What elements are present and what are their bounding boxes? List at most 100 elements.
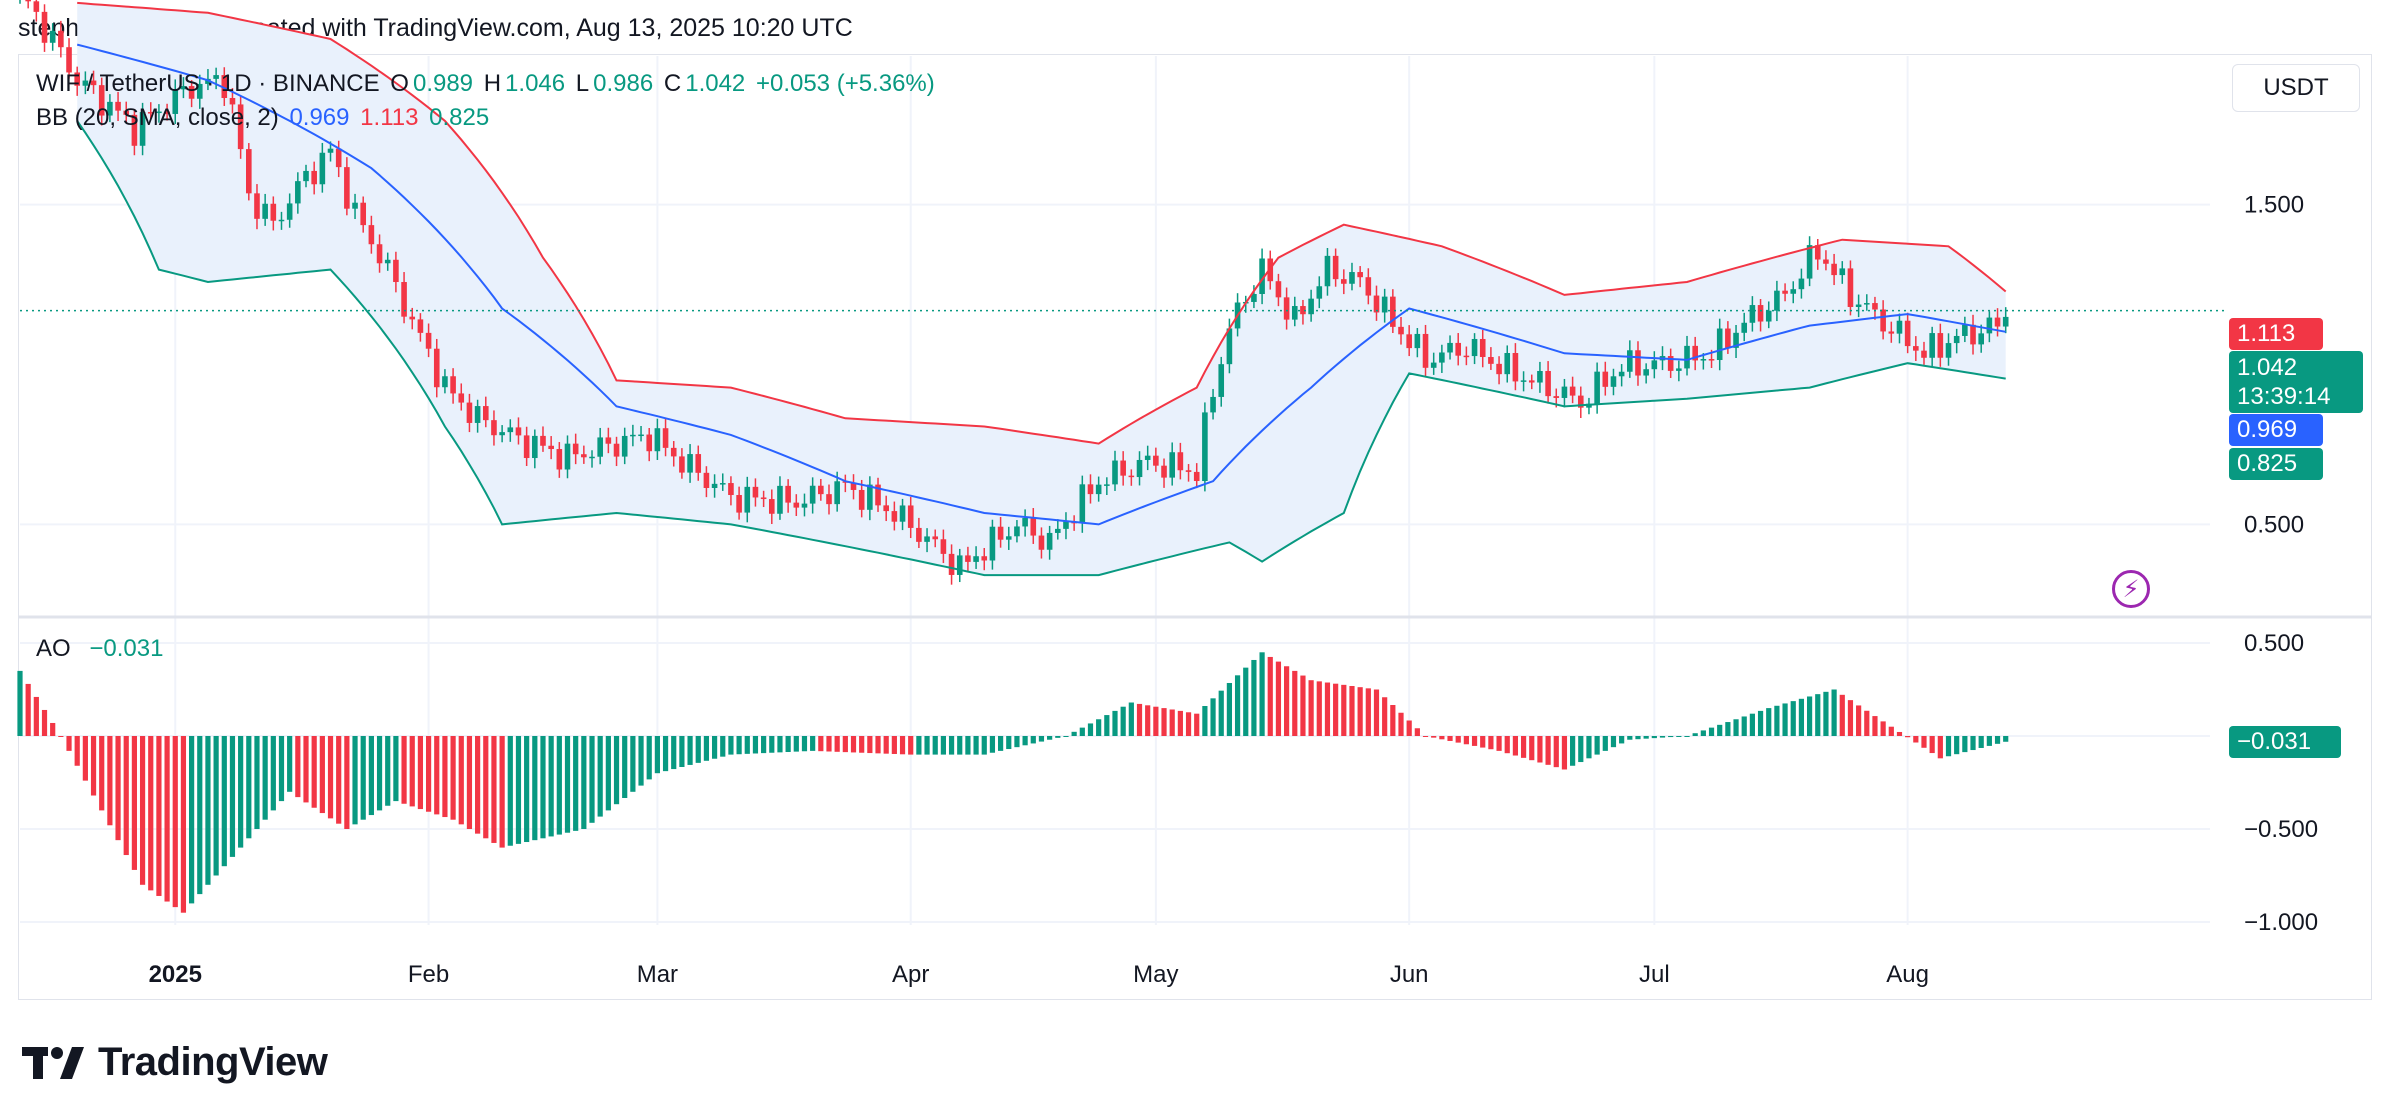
candle-body [1921,350,1927,358]
ao-bar [630,736,636,792]
bb-label[interactable]: BB (20, SMA, close, 2) [36,104,279,131]
bb-lower-price-tag: 0.825 [2229,448,2323,480]
time-tick-label-5: Jun [1390,961,1429,988]
candle-body [1561,386,1568,398]
candle-body [1300,306,1306,315]
ao-bar [278,736,285,802]
ao-bar [360,736,366,820]
candle-body [1496,363,1502,375]
ao-bar [581,736,587,829]
candle-body [433,348,440,388]
ao-bar [1406,720,1412,736]
candle-body [1774,290,1780,311]
ao-bar [1504,736,1510,754]
ao-bar [1030,736,1036,744]
ao-bar [327,736,334,819]
ao-bar [213,736,219,876]
candle-body [1054,528,1061,533]
last-price: 1.042 [2237,354,2298,381]
ao-bar [1488,736,1494,750]
bb-band-fill [77,2,2006,576]
ao-bar [1333,683,1339,736]
candle-body [793,502,800,508]
ao-bar [1382,697,1388,736]
ao-bar [1668,736,1674,738]
symbol-title[interactable]: WIF / TetherUS · 1D · BINANCE [36,70,380,97]
ao-bar [891,736,897,754]
ao-bar [769,736,775,753]
bb-upper-line [77,1,2007,445]
candle-body [98,85,105,116]
candle-body [875,484,881,506]
candle-body [703,472,710,488]
candle-body [474,406,481,423]
candle-body [1806,245,1813,279]
candle-body [1888,331,1895,334]
candle-body [1855,304,1862,307]
ao-bar [1471,736,1478,746]
candle-body [1749,305,1756,323]
candle-body [1332,255,1339,280]
ao-bar [1006,736,1012,750]
ao-bar [761,736,767,754]
price-tick-label-0: 1.500 [2244,192,2304,219]
ao-bar [1896,731,1903,736]
candle-body [1275,281,1282,298]
ao-bar [442,736,448,818]
ao-bar [311,736,317,808]
lightning-icon[interactable]: ⚡ [2112,570,2150,608]
candle-body [1782,290,1788,294]
ao-bar [475,736,481,834]
candle-body [891,511,898,522]
ao-bar [1349,686,1355,736]
candle-body [1627,350,1633,372]
ao-label[interactable]: AO [36,635,71,662]
candle-body [1128,475,1135,478]
ao-bar [1300,675,1306,736]
candle-body [1373,295,1380,313]
candle-body [785,485,791,503]
candle-body [1970,324,1976,345]
candle-body [1283,297,1290,320]
ao-bar [1120,706,1126,736]
tradingview-logo[interactable]: TradingView [22,1040,328,1085]
candle-body [1520,380,1527,382]
ao-bar [1185,712,1192,736]
candle-body [1341,279,1347,284]
ao-bar [1733,719,1739,736]
ao-bar [695,736,701,763]
ao-bar [744,736,750,754]
candle-body [548,445,554,450]
time-tick-label-2: Mar [637,961,678,988]
last-price-tag: 1.042 13:39:14 [2229,351,2363,413]
ao-bar [1929,736,1935,754]
time-tick-label-4: May [1133,961,1178,988]
candle-body [613,443,620,457]
ao-bar [654,736,660,774]
candle-body [1512,353,1519,382]
candle-body [948,553,955,575]
candle-body [1741,322,1748,333]
ao-bar [115,736,121,841]
candle-body [1896,320,1903,334]
ao-bar [515,736,522,844]
ao-bar [1676,736,1682,737]
currency-button[interactable]: USDT [2232,64,2360,112]
ao-bar [1798,698,1805,736]
ao-bar [139,736,146,885]
candle-body [1537,370,1543,383]
candle-body [1202,412,1208,482]
ao-bar [1063,736,1069,737]
ao-bar [957,736,963,755]
ao-bar [1806,696,1813,736]
candle-body [1913,346,1919,351]
candle-body [981,556,988,561]
ao-bar [728,736,734,755]
ao-bar [1970,736,1976,751]
candle-body [1684,345,1690,369]
candle-body [605,437,612,444]
candle-body [818,485,824,495]
chart-frame[interactable] [18,54,2372,1000]
candle-body [924,536,930,542]
